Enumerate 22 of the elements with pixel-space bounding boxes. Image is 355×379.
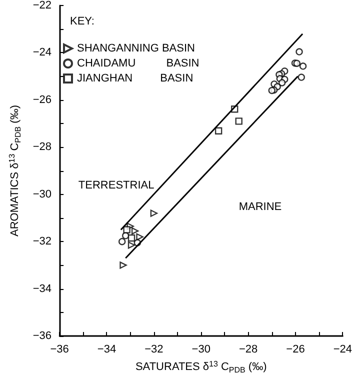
annotation: MARINE: [238, 200, 282, 213]
y-tick-label: −30: [32, 188, 52, 200]
x-tick-label: −24: [333, 344, 352, 356]
y-tick-label: −32: [32, 236, 52, 248]
y-tick-label: −36: [32, 330, 52, 342]
x-tick-label: −36: [50, 344, 69, 356]
y-tick-label: −24: [32, 46, 52, 59]
y-tick-label: −34: [32, 282, 52, 295]
x-tick-label: −32: [144, 344, 164, 356]
x-tick-label: −30: [192, 344, 210, 356]
x-tick-label: −26: [286, 344, 305, 356]
x-tick-label: −28: [238, 344, 258, 356]
y-tick-label: −22: [32, 0, 52, 12]
legend-label: JIANGHAN BASIN: [77, 72, 194, 84]
legend-title: KEY:: [70, 16, 94, 28]
x-tick-label: −34: [97, 344, 116, 356]
legend-label: SHANGANNING BASIN: [77, 42, 196, 54]
y-tick-label: −26: [32, 94, 52, 106]
legend-label: CHAIDAMU BASIN: [77, 58, 200, 70]
y-axis-title: AROMATICS δ13 CPDB (‰): [8, 105, 22, 236]
annotation: TERRESTRIAL: [78, 180, 154, 192]
y-tick-label: −28: [32, 141, 52, 154]
